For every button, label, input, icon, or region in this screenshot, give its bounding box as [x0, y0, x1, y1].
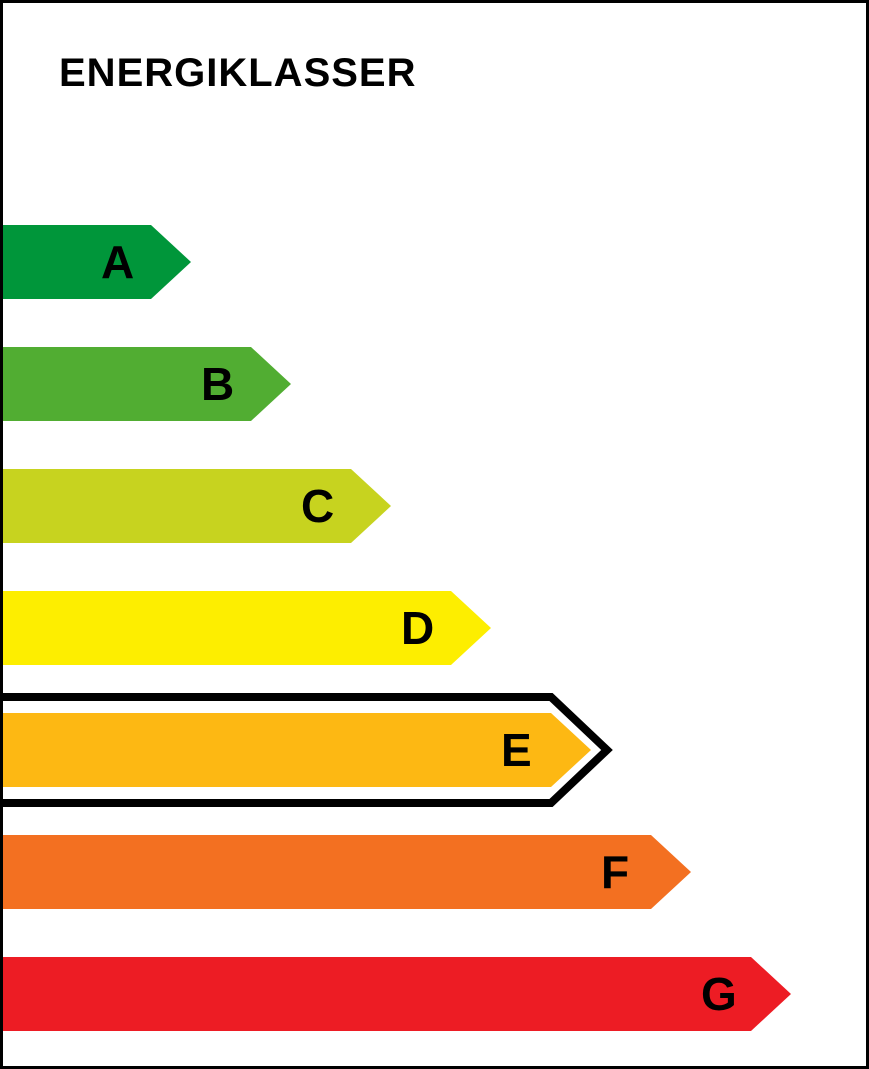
energy-bar-label: F	[601, 849, 629, 895]
chart-title: ENERGIKLASSER	[59, 51, 417, 96]
energy-bar-label: A	[101, 239, 134, 285]
energy-bar-label: D	[401, 605, 434, 651]
energy-label-container: ENERGIKLASSER A B C D E F G	[0, 0, 869, 1069]
energy-bar-label: G	[701, 971, 737, 1017]
energy-bar-label: C	[301, 483, 334, 529]
energy-bar-label: B	[201, 361, 234, 407]
energy-bar-label: E	[501, 727, 532, 773]
